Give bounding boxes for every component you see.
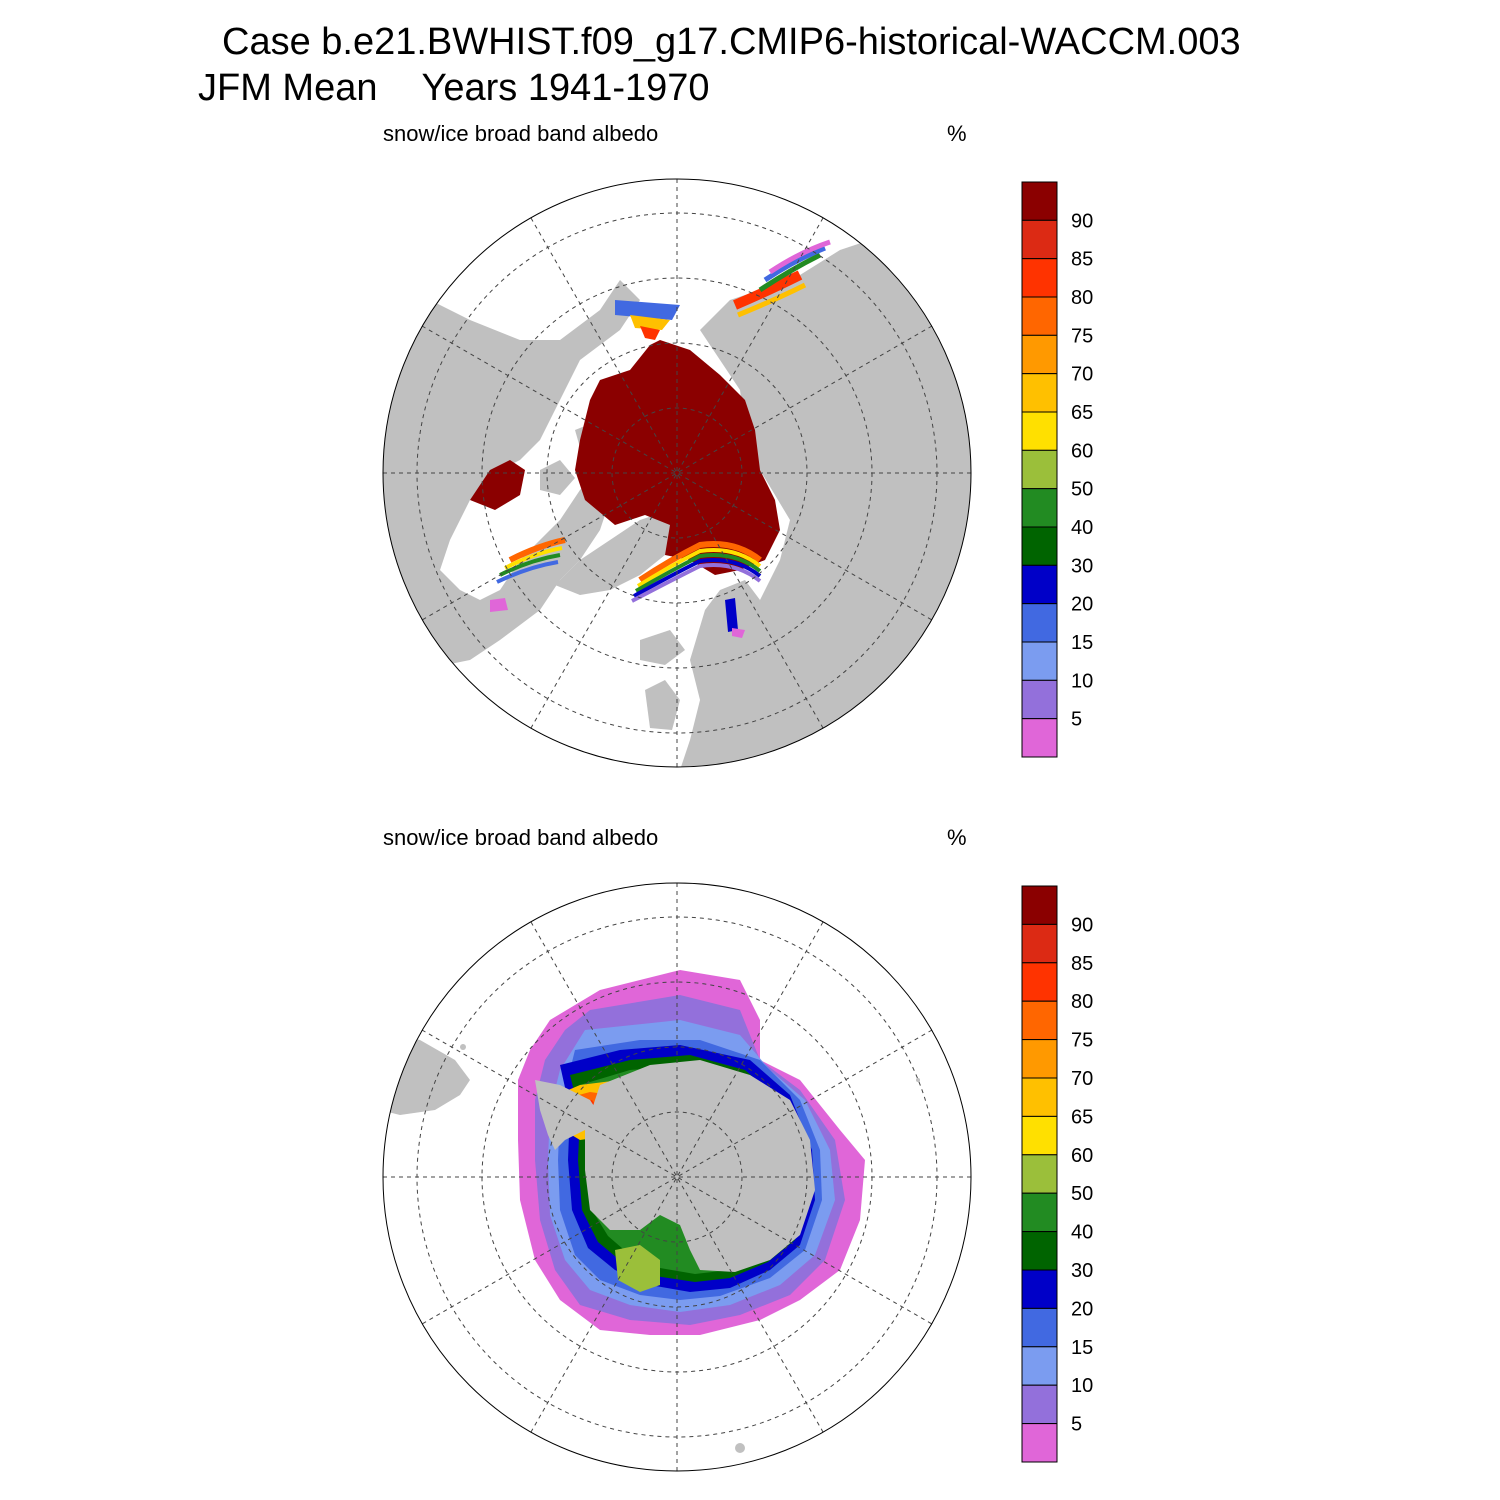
colorbar-swatch <box>1021 1231 1058 1271</box>
colorbar-swatch <box>1021 1269 1058 1309</box>
season-title: JFM Mean Years 1941-1970 <box>198 68 710 108</box>
colorbar-swatch <box>1021 1192 1058 1233</box>
case-title: Case b.e21.BWHIST.f09_g17.CMIP6-historic… <box>222 21 1241 63</box>
colorbar-tick-label: 65 <box>1071 1106 1093 1128</box>
colorbar-swatch <box>1021 1000 1058 1041</box>
colorbar-swatch <box>1021 488 1058 528</box>
north-graticule <box>383 179 971 767</box>
north-central-ice <box>575 340 780 575</box>
north-colorbar: 90 85 80 75 70 65 60 50 40 30 20 15 10 5 <box>1021 181 1093 758</box>
south-polar-map <box>382 882 972 1472</box>
colorbar-tick-label: 30 <box>1071 555 1093 577</box>
colorbar-tick-label: 15 <box>1071 1337 1093 1359</box>
south-antarctica <box>585 1060 815 1272</box>
colorbar-swatch <box>1021 334 1058 375</box>
colorbar-swatch <box>1021 1115 1058 1156</box>
colorbar-tick-label: 20 <box>1071 594 1093 616</box>
colorbar-swatch <box>1021 258 1058 298</box>
colorbar-swatch <box>1021 962 1058 1002</box>
colorbar-swatch <box>1021 411 1058 451</box>
colorbar-tick-label: 50 <box>1071 479 1093 501</box>
colorbar-tick-label: 80 <box>1071 287 1093 309</box>
colorbar-swatch <box>1021 219 1058 260</box>
season-label: JFM Mean <box>198 67 378 109</box>
colorbar-tick-label: 10 <box>1071 670 1093 692</box>
north-map-border <box>382 178 972 768</box>
colorbar-swatch <box>1021 1039 1058 1079</box>
south-variable-label: snow/ice broad band albedo <box>383 825 659 850</box>
colorbar-swatch <box>1021 923 1058 964</box>
colorbar-swatch <box>1021 181 1058 221</box>
colorbar-swatch <box>1021 373 1058 413</box>
colorbar-swatch <box>1021 885 1058 925</box>
colorbar-swatch <box>1021 1346 1058 1386</box>
colorbar-tick-label: 20 <box>1071 1298 1093 1320</box>
colorbar-tick-label: 75 <box>1071 325 1093 347</box>
colorbar-swatch <box>1021 1307 1058 1348</box>
colorbar-tick-label: 60 <box>1071 440 1093 462</box>
colorbar-swatch <box>1021 679 1058 720</box>
colorbar-tick-label: 70 <box>1071 1068 1093 1090</box>
colorbar-swatch <box>1021 718 1058 758</box>
colorbar-swatch <box>1021 1077 1058 1117</box>
colorbar-tick-label: 5 <box>1071 1414 1082 1436</box>
colorbar-tick-label: 85 <box>1071 249 1093 271</box>
colorbar-tick-label: 65 <box>1071 402 1093 424</box>
south-units-label: % <box>947 825 967 850</box>
north-units-label: % <box>947 121 967 146</box>
years-label: Years 1941-1970 <box>421 67 710 109</box>
south-map-border <box>382 882 972 1472</box>
colorbar-tick-label: 15 <box>1071 632 1093 654</box>
colorbar-tick-label: 40 <box>1071 517 1093 539</box>
colorbar-swatch <box>1021 1154 1058 1194</box>
south-peninsula <box>535 1080 600 1150</box>
south-colorbar: 90 85 80 75 70 65 60 50 40 30 20 15 10 5 <box>1021 885 1093 1463</box>
colorbar-tick-label: 75 <box>1071 1030 1093 1052</box>
colorbar-tick-label: 50 <box>1071 1183 1093 1205</box>
colorbar-tick-label: 10 <box>1071 1375 1093 1397</box>
colorbar-swatch <box>1021 296 1058 336</box>
south-ross-60 <box>615 1245 660 1292</box>
colorbar-tick-label: 30 <box>1071 1260 1093 1282</box>
colorbar-tick-label: 40 <box>1071 1222 1093 1244</box>
colorbar-tick-label: 5 <box>1071 709 1082 731</box>
colorbar-tick-label: 85 <box>1071 953 1093 975</box>
north-polar-map <box>382 178 972 768</box>
colorbar-tick-label: 60 <box>1071 1145 1093 1167</box>
north-variable-label: snow/ice broad band albedo <box>383 121 659 146</box>
colorbar-swatch <box>1021 564 1058 605</box>
colorbar-tick-label: 70 <box>1071 364 1093 386</box>
colorbar-swatch <box>1021 449 1058 490</box>
south-graticule <box>383 883 971 1471</box>
colorbar-swatch <box>1021 603 1058 643</box>
colorbar-swatch <box>1021 1384 1058 1425</box>
colorbar-tick-label: 90 <box>1071 914 1093 936</box>
colorbar-swatch <box>1021 1423 1058 1463</box>
colorbar-tick-label: 90 <box>1071 210 1093 232</box>
colorbar-swatch <box>1021 526 1058 566</box>
colorbar-swatch <box>1021 641 1058 681</box>
colorbar-tick-label: 80 <box>1071 991 1093 1013</box>
